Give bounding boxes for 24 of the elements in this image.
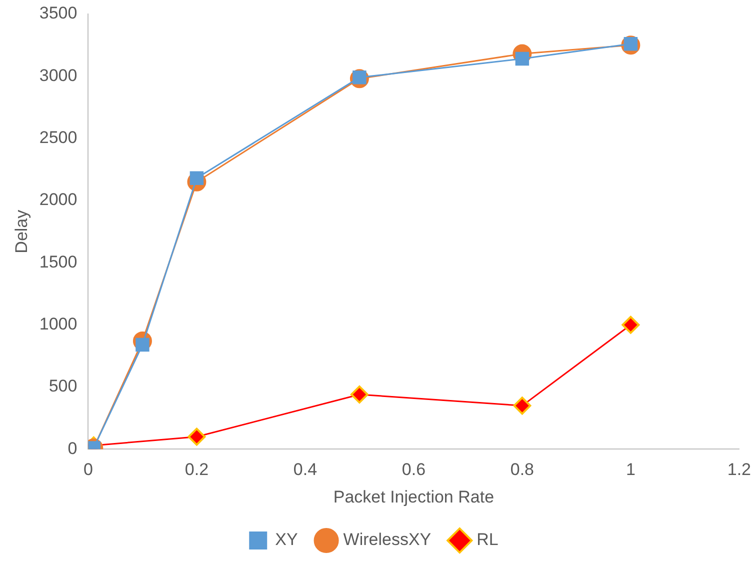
point — [513, 396, 532, 415]
legend-label: WirelessXY — [343, 530, 432, 550]
point — [350, 385, 368, 404]
y-tick-label: 1000 — [39, 314, 78, 334]
x-tick-label: 0.8 — [510, 460, 534, 480]
y-axis-title: Delay — [12, 209, 31, 254]
point — [188, 428, 206, 446]
legend-label: XY — [275, 530, 298, 550]
y-tick-label: 0 — [68, 438, 78, 458]
y-tick-label: 3500 — [39, 4, 78, 23]
x-tick-label: 1 — [626, 460, 636, 480]
x-axis-title: Packet Injection Rate — [333, 487, 494, 506]
y-tick-label: 1500 — [39, 252, 78, 272]
x-tick-label: 0.2 — [184, 460, 209, 480]
x-tick-label: 1.2 — [727, 460, 752, 480]
y-tick-label: 3000 — [39, 66, 78, 85]
x-tick-label: 0.6 — [402, 460, 426, 480]
y-tick-label: 500 — [48, 376, 78, 396]
x-tick-label: 0.4 — [293, 460, 318, 480]
point — [622, 316, 640, 334]
y-tick-label: 2500 — [39, 128, 78, 148]
y-tick-label: 2000 — [39, 190, 78, 210]
x-tick-label: 0 — [83, 460, 93, 480]
legend-label: RL — [476, 530, 498, 550]
